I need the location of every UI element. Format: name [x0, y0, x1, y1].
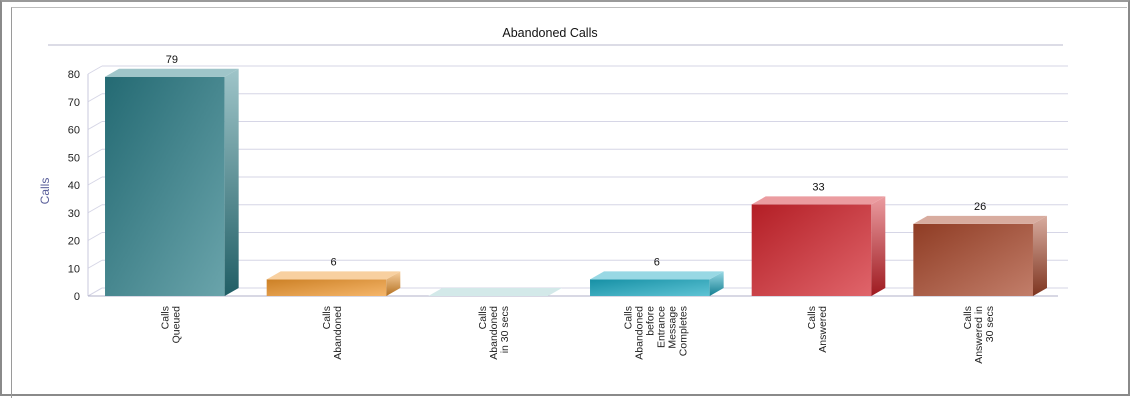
bar-group	[428, 288, 562, 296]
category-label-line: Message	[666, 306, 678, 349]
bar-side	[1032, 215, 1047, 296]
bar-side	[224, 68, 239, 297]
grid-layer	[48, 44, 1068, 297]
category-label: CallsAbandonedbeforeEntranceMessageCompl…	[622, 306, 689, 360]
category-label-line: before	[644, 306, 656, 336]
category-label-line: Calls	[806, 306, 818, 329]
gridline-depth	[87, 259, 103, 269]
category-label-line: Queued	[170, 306, 182, 344]
bar-top	[913, 215, 1047, 224]
y-tick-label: 30	[68, 208, 80, 220]
y-tick-label: 0	[74, 291, 80, 303]
bar-group	[266, 271, 401, 296]
category-label-line: Abandoned	[332, 306, 344, 360]
bar-side	[386, 271, 401, 296]
bar	[590, 279, 710, 296]
gridline-depth	[87, 232, 103, 241]
gridline-depth	[87, 93, 103, 103]
bar-group	[590, 271, 724, 296]
bar-side	[871, 196, 886, 296]
bar-side	[709, 271, 724, 296]
category-label-line: Answered	[817, 306, 829, 353]
y-tick-label: 60	[68, 125, 80, 137]
y-tick-label: 80	[68, 69, 80, 81]
category-label-line: in 30 secs	[499, 306, 511, 353]
category-label-line: Calls	[477, 306, 489, 329]
chart-title: Abandoned Calls	[502, 26, 597, 40]
y-tick-label: 20	[68, 236, 80, 248]
gridline-depth	[87, 121, 103, 130]
bar	[266, 279, 387, 296]
category-label-line: Calls	[962, 306, 974, 329]
bar-top	[428, 288, 562, 296]
category-label-line: Completes	[677, 306, 689, 356]
category-label: CallsAnswered in30 secs	[962, 306, 996, 364]
y-tick-label: 10	[68, 263, 80, 275]
category-label-line: Calls	[159, 306, 171, 329]
data-label: 26	[974, 201, 986, 213]
bar-group	[913, 215, 1047, 296]
category-label-line: Calls	[622, 306, 634, 329]
bar-top	[105, 68, 239, 77]
data-label: 79	[166, 54, 178, 66]
gridline-depth	[87, 287, 103, 297]
y-tick-label: 50	[68, 152, 80, 164]
bar-group	[105, 68, 239, 297]
category-label-line: 30 secs	[984, 306, 996, 342]
category-label: CallsAbandoned	[321, 306, 344, 360]
y-axis-label: Calls	[38, 178, 52, 205]
category-label: CallsAnswered	[806, 306, 829, 353]
labels-layer: 0102030405060708079CallsQueued6CallsAban…	[68, 54, 996, 364]
category-label: CallsAbandonedin 30 secs	[477, 306, 511, 360]
bar-group	[751, 196, 886, 296]
gridline-depth	[87, 176, 103, 186]
category-label-line: Abandoned	[488, 306, 500, 360]
bar-top	[266, 271, 401, 280]
data-label: 6	[654, 256, 660, 268]
category-label-line: Abandoned	[633, 306, 645, 360]
gridline-depth	[87, 204, 103, 214]
gridline-depth	[87, 65, 103, 75]
category-label-line: Entrance	[655, 306, 667, 348]
bar-top	[751, 196, 886, 205]
category-label: CallsQueued	[159, 306, 182, 344]
bar-top	[590, 271, 724, 280]
category-label-line: Calls	[321, 306, 333, 329]
bar	[751, 204, 872, 296]
bars-layer	[105, 68, 1047, 297]
category-label-line: Answered in	[973, 306, 985, 364]
bar	[913, 223, 1033, 296]
data-label: 6	[330, 256, 336, 268]
y-tick-label: 40	[68, 180, 80, 192]
chart-inner-border	[11, 7, 1127, 398]
bar	[105, 76, 225, 297]
data-label: 33	[812, 181, 824, 193]
gridline-depth	[87, 148, 103, 158]
y-tick-label: 70	[68, 97, 80, 109]
